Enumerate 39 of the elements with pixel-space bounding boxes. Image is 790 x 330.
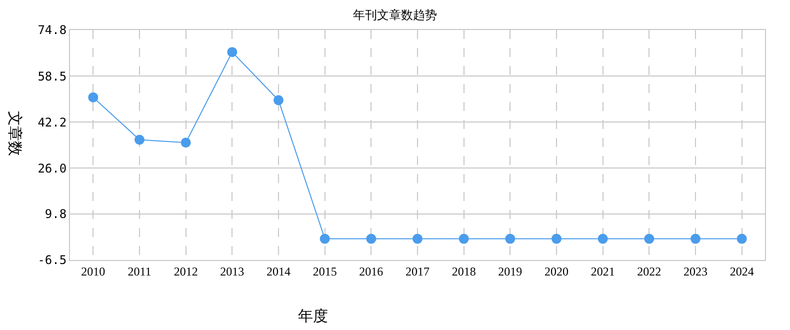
x-tick-label: 2011	[128, 264, 152, 278]
point	[552, 234, 562, 244]
x-tick-label: 2017	[406, 264, 430, 278]
y-tick-label: 74.8	[38, 23, 67, 38]
point	[227, 47, 238, 58]
point	[274, 95, 284, 106]
point	[412, 234, 422, 244]
point	[88, 92, 98, 102]
y-axis-title: 文章数	[6, 111, 23, 156]
x-tick-label: 2014	[266, 264, 290, 278]
point	[134, 134, 144, 145]
point	[644, 234, 654, 244]
x-tick-label: 2013	[220, 264, 244, 278]
x-axis-title: 年度	[298, 308, 328, 325]
x-tick-label: 2020	[544, 264, 568, 278]
x-tick-label: 2012	[174, 264, 198, 278]
y-tick-label: 58.5	[38, 69, 67, 84]
y-tick-label: -6.5	[38, 253, 67, 268]
point	[458, 234, 469, 244]
point	[598, 234, 608, 244]
x-tick-label: 2018	[452, 264, 476, 278]
point	[320, 234, 330, 244]
point	[690, 234, 700, 244]
y-tick-label: 26.0	[38, 161, 67, 176]
x-tick-label: 2019	[498, 264, 522, 278]
point	[736, 234, 747, 244]
point	[180, 138, 191, 148]
x-tick-label: 2024	[730, 264, 754, 278]
point	[366, 234, 376, 244]
x-tick-label: 2021	[590, 264, 615, 278]
chart-title: 年刊文章数趋势	[353, 8, 437, 22]
y-tick-label: 42.2	[38, 115, 67, 130]
x-tick-label: 2022	[637, 264, 662, 278]
x-tick-label: 2010	[81, 264, 106, 278]
x-tick-label: 2016	[359, 264, 384, 278]
point	[505, 234, 516, 244]
y-tick-label: 9.8	[44, 207, 67, 222]
x-tick-label: 2023	[684, 264, 708, 278]
x-tick-label: 2015	[312, 264, 337, 278]
